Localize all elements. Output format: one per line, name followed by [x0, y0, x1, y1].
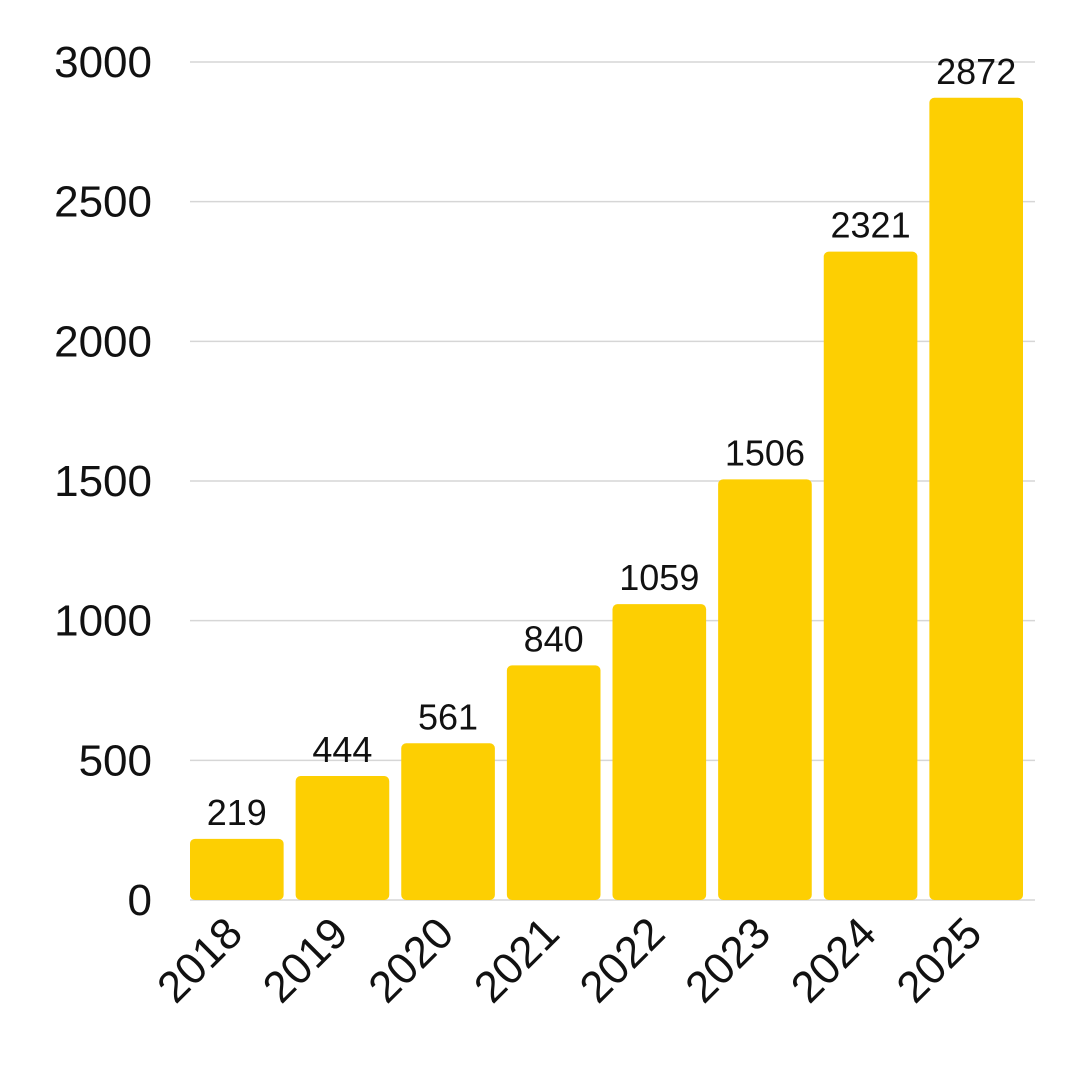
bar: [295, 775, 390, 900]
y-tick-label: 2000: [54, 317, 152, 366]
data-label: 1506: [725, 432, 805, 473]
data-label: 840: [524, 618, 584, 659]
data-label: 219: [207, 792, 267, 833]
x-tick-label: 2025: [887, 908, 991, 1012]
y-axis-ticks: 0 500 1000 1500 2000 2500 3000: [54, 38, 152, 925]
x-axis-ticks: 2018 2019 2020 2021 2022 2023 2024 2025: [148, 908, 991, 1012]
y-tick-label: 1500: [54, 457, 152, 506]
y-tick-label: 3000: [54, 38, 152, 87]
bar: [190, 838, 284, 900]
x-tick-label: 2018: [148, 908, 252, 1012]
y-tick-label: 0: [128, 876, 152, 925]
x-tick-label: 2021: [465, 908, 569, 1012]
data-label: 1059: [619, 557, 699, 598]
data-label: 444: [312, 729, 372, 770]
y-tick-label: 500: [79, 736, 152, 785]
x-tick-label: 2020: [359, 908, 463, 1012]
data-label: 561: [418, 696, 478, 737]
bar: [718, 479, 812, 900]
x-tick-label: 2024: [782, 908, 886, 1012]
x-tick-label: 2022: [571, 908, 675, 1012]
y-tick-label: 1000: [54, 597, 152, 646]
data-labels: 219 444 561 840 1059 1506 2321 2872: [207, 51, 1016, 833]
bar: [929, 97, 1023, 901]
data-label: 2321: [831, 205, 911, 246]
bar: [506, 665, 601, 900]
bar: [612, 604, 707, 900]
bar: [823, 251, 918, 900]
y-tick-label: 2500: [54, 178, 152, 227]
x-tick-label: 2023: [676, 908, 780, 1012]
x-tick-label: 2019: [254, 908, 358, 1012]
data-label: 2872: [936, 51, 1016, 92]
bar: [401, 743, 495, 900]
bars: [190, 97, 1023, 901]
